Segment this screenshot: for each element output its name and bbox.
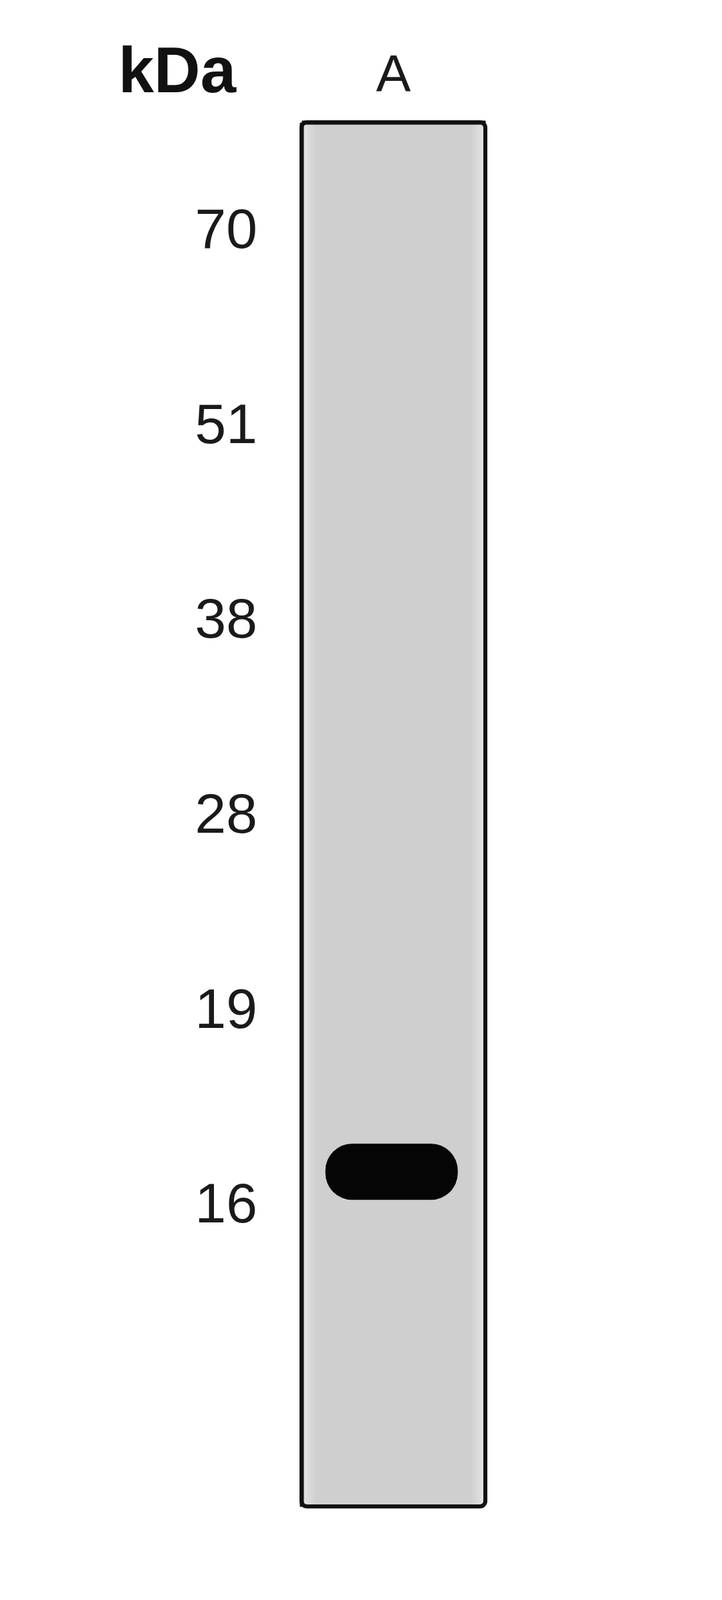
y-tick-label: 51 [195, 391, 258, 455]
y-tick: 38 [195, 586, 302, 650]
y-tick-label: 16 [195, 1171, 258, 1235]
y-tick: 16 [195, 1171, 302, 1235]
x-axis: A [302, 44, 487, 124]
chart: 70 51 38 28 19 16 AkDa [0, 0, 722, 1600]
band [325, 1143, 458, 1200]
y-tick: 28 [195, 782, 302, 846]
lane-background [301, 122, 486, 1507]
y-axis: 70 51 38 28 19 16 [195, 123, 303, 1508]
x-axis-line [302, 121, 487, 126]
y-tick-label: 70 [195, 197, 258, 261]
y-tick: 51 [195, 391, 302, 455]
y-tick: 70 [195, 197, 302, 261]
x-tick: A [375, 44, 411, 123]
y-tick-label: 19 [195, 977, 258, 1041]
y-tick-label: 28 [195, 782, 258, 846]
title: kDa [118, 34, 237, 106]
y-axis-line [300, 123, 305, 1508]
y-tick-label: 38 [195, 586, 258, 650]
bands [325, 1143, 458, 1200]
y-tick: 19 [195, 977, 302, 1041]
lane-frame [301, 122, 486, 1507]
x-tick-label: A [375, 44, 411, 103]
